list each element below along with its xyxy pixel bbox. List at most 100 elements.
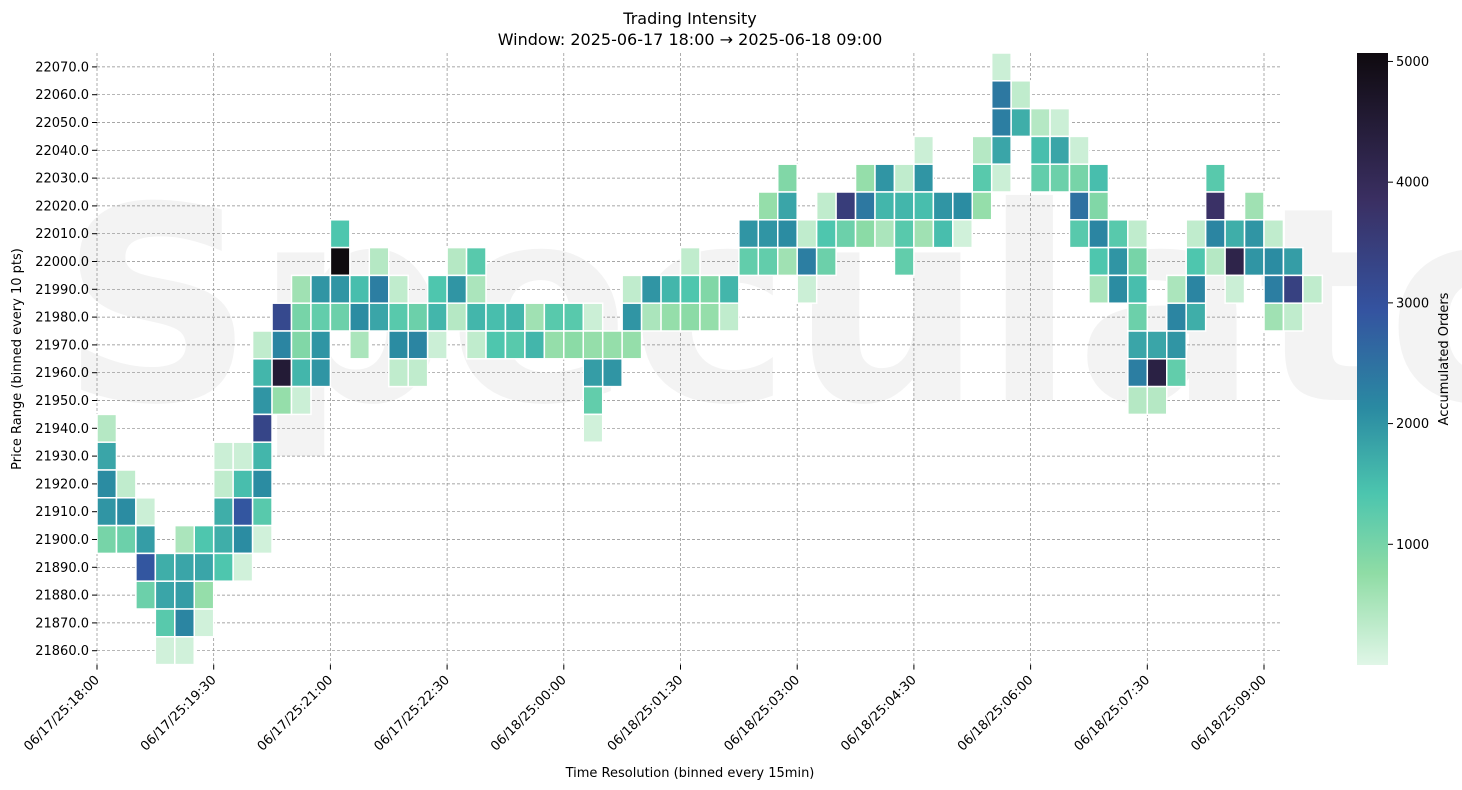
chart-subtitle: Window: 2025-06-17 18:00 → 2025-06-18 09… xyxy=(498,30,883,49)
heatmap-cell xyxy=(582,385,604,416)
x-tick-label: 06/17/25:21:00 xyxy=(255,673,336,754)
heatmap-cell xyxy=(563,302,584,332)
heatmap-cell xyxy=(1185,274,1207,304)
heatmap-cell xyxy=(524,302,546,332)
heatmap-cell xyxy=(212,552,234,582)
heatmap-cell xyxy=(718,274,740,304)
x-axis-label: Time Resolution (binned every 15min) xyxy=(565,766,815,781)
y-tick-label: 21990.0 xyxy=(35,283,89,298)
heatmap-cell xyxy=(96,441,118,471)
heatmap-cell xyxy=(251,469,273,499)
heatmap-cell xyxy=(310,274,332,304)
y-tick-label: 21980.0 xyxy=(35,311,89,326)
x-axis: 06/17/25:18:00 06/17/25:19:30 06/17/25:21:… xyxy=(21,664,1270,754)
heatmap-cell xyxy=(1166,302,1187,332)
heatmap-cell xyxy=(115,497,137,527)
y-tick-label: 22050.0 xyxy=(35,116,89,131)
heatmap-cell xyxy=(504,330,526,360)
heatmap-cell xyxy=(815,191,837,221)
heatmap-cell xyxy=(290,274,312,304)
colorbar-tick-label: 2000 xyxy=(1396,417,1429,432)
heatmap-cell xyxy=(96,413,118,443)
heatmap-cell xyxy=(699,274,721,304)
heatmap-cell xyxy=(193,580,215,610)
heatmap-cell xyxy=(738,246,760,277)
heatmap-cell xyxy=(232,552,254,582)
colorbar-label: Accumulated Orders xyxy=(1437,292,1452,425)
x-tick-label: 06/18/25:03:00 xyxy=(722,673,803,754)
heatmap-cell xyxy=(1127,219,1149,249)
y-axis: 22070.0 22060.0 22050.0 22040.0 22030.0 22020… xyxy=(35,60,97,659)
heatmap-cell xyxy=(1068,135,1090,165)
heatmap-cell xyxy=(154,552,176,582)
heatmap-cell xyxy=(1010,80,1032,110)
heatmap-cell xyxy=(135,524,157,555)
heatmap-cell xyxy=(96,469,118,499)
x-tick-label: 06/18/25:01:30 xyxy=(605,673,686,754)
heatmap-cell xyxy=(329,274,351,304)
heatmap-cell xyxy=(582,358,604,388)
y-axis-label: Price Range (binned every 10 pts) xyxy=(10,248,25,470)
heatmap-cell xyxy=(446,246,468,277)
heatmap-cell xyxy=(854,219,876,249)
heatmap-cell xyxy=(777,163,798,193)
y-tick-label: 22070.0 xyxy=(35,60,89,75)
heatmap-cell xyxy=(465,246,487,277)
heatmap-cell xyxy=(1029,135,1051,165)
heatmap-cell xyxy=(96,524,118,555)
heatmap-cell xyxy=(1243,219,1265,249)
heatmap-cell xyxy=(1263,274,1285,304)
x-tick-label: 06/18/25:06:00 xyxy=(955,673,1036,754)
heatmap-cell xyxy=(990,163,1012,193)
heatmap-cell xyxy=(446,274,468,304)
heatmap-cell xyxy=(990,107,1012,138)
heatmap-cell xyxy=(212,441,234,471)
heatmap-cell xyxy=(290,358,312,388)
heatmap-cell xyxy=(251,330,273,360)
heatmap-cell xyxy=(232,497,254,527)
heatmap-cell xyxy=(388,358,409,388)
heatmap-cell xyxy=(251,358,273,388)
heatmap-cell xyxy=(854,163,876,193)
heatmap-cell xyxy=(835,191,857,221)
heatmap-cell xyxy=(893,219,915,249)
x-tick-label: 06/18/25:00:00 xyxy=(488,673,569,754)
heatmap-cell xyxy=(193,608,215,638)
heatmap-cell xyxy=(796,219,818,249)
heatmap-cell xyxy=(1263,246,1285,277)
heatmap-cell xyxy=(446,302,468,332)
heatmap-cell xyxy=(1088,219,1110,249)
heatmap-cell xyxy=(1204,219,1226,249)
colorbar-tick-label: 1000 xyxy=(1396,538,1429,553)
x-tick-label: 06/17/25:22:30 xyxy=(371,673,452,754)
heatmap-cell xyxy=(621,274,643,304)
heatmap-cell xyxy=(465,330,487,360)
heatmap-cell xyxy=(504,302,526,332)
y-tick-label: 22040.0 xyxy=(35,144,89,159)
y-tick-label: 21920.0 xyxy=(35,477,89,492)
heatmap-cell xyxy=(913,163,935,193)
heatmap-cell xyxy=(310,330,332,360)
heatmap-cell xyxy=(1010,107,1032,138)
heatmap-cell xyxy=(796,274,818,304)
heatmap-cell xyxy=(971,191,993,221)
heatmap-cell xyxy=(232,469,254,499)
heatmap-cell xyxy=(1127,274,1149,304)
heatmap-cell xyxy=(679,302,701,332)
heatmap-cell xyxy=(524,330,546,360)
heatmap-cell xyxy=(1282,246,1304,277)
heatmap-cell xyxy=(932,219,954,249)
heatmap-cell xyxy=(368,274,390,304)
heatmap-cell xyxy=(1088,246,1110,277)
heatmap-cell xyxy=(1185,302,1207,332)
heatmap-cell xyxy=(699,302,721,332)
heatmap-cell xyxy=(368,302,390,332)
heatmap-cell xyxy=(154,580,176,610)
heatmap-cell xyxy=(135,497,157,527)
heatmap-cell xyxy=(1224,274,1246,304)
heatmap-cell xyxy=(757,219,779,249)
heatmap-cell xyxy=(407,302,429,332)
heatmap-cell xyxy=(426,330,448,360)
colorbar-tick-label: 3000 xyxy=(1396,296,1429,311)
heatmap-cell xyxy=(757,191,779,221)
